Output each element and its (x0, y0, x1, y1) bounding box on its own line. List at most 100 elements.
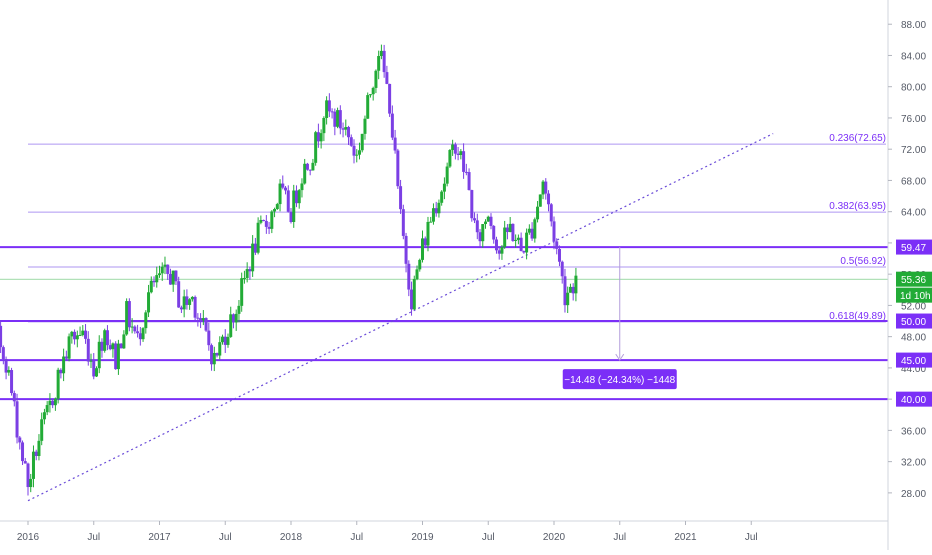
candle (333, 108, 337, 136)
candle (549, 203, 553, 227)
candle (322, 116, 326, 142)
candle-body (31, 451, 35, 479)
candle (505, 224, 509, 240)
candle-body (190, 296, 194, 300)
candle-body (492, 225, 496, 240)
candle-body (229, 314, 233, 337)
candle-body (48, 400, 52, 406)
candle (78, 326, 82, 337)
candle-body (174, 270, 178, 282)
candle-body (94, 368, 98, 377)
candle-body (560, 261, 564, 277)
candle (53, 397, 57, 411)
candle-body (210, 345, 214, 365)
candle (273, 207, 277, 218)
candle-body (541, 181, 545, 195)
candle (494, 236, 498, 254)
candle (75, 330, 79, 348)
candle (336, 107, 340, 129)
candle-body (7, 370, 11, 373)
candle (544, 178, 548, 200)
candle (344, 119, 348, 136)
candle-body (78, 334, 82, 336)
candle-body (516, 237, 520, 240)
candle (136, 324, 140, 338)
candle (207, 322, 211, 351)
candle (23, 457, 27, 464)
candle (193, 295, 197, 321)
candle (163, 256, 167, 275)
candle (442, 177, 446, 200)
candle (130, 318, 134, 334)
fib-level-label: 0.5(56.92) (840, 256, 886, 267)
candle-body (549, 204, 553, 222)
candle (385, 65, 389, 85)
candle-body (500, 247, 504, 254)
candle (15, 393, 19, 444)
candle (179, 305, 183, 313)
candle (497, 246, 501, 260)
candle-body (147, 292, 151, 313)
candle-body (494, 239, 498, 251)
price-tick-label: 80.00 (901, 83, 926, 94)
candle-body (563, 276, 567, 306)
candle (410, 281, 414, 316)
candle-body (168, 273, 172, 285)
candle (201, 310, 205, 326)
candle-body (196, 317, 200, 319)
candle (204, 317, 208, 332)
candle (440, 190, 444, 206)
candle (292, 184, 296, 228)
countdown-label: 1d 10h (900, 291, 931, 302)
level-price-tag (896, 391, 932, 407)
candle (467, 168, 471, 191)
candle-body (336, 110, 340, 127)
candle-body (475, 220, 479, 233)
candle-body (566, 292, 570, 306)
candle (86, 331, 90, 366)
candle-body (333, 111, 337, 127)
price-tick-label: 28.00 (901, 489, 926, 500)
candle (525, 228, 529, 260)
candle-body (278, 183, 282, 205)
candle (437, 199, 441, 218)
candle-body (412, 279, 416, 310)
candle (237, 300, 241, 323)
candle (215, 352, 219, 358)
candle-body (319, 133, 323, 142)
candle (210, 343, 214, 371)
candle (119, 343, 123, 349)
candle (256, 217, 260, 255)
candle-body (204, 318, 208, 331)
candle-body (1, 347, 5, 359)
candle (26, 462, 30, 496)
time-tick-label: Jul (219, 532, 232, 543)
candle-body (330, 111, 334, 113)
candle-body (122, 334, 126, 349)
candle (40, 412, 44, 446)
candle-body (166, 264, 170, 274)
candle-body (511, 223, 515, 241)
candle-body (130, 326, 134, 328)
candle (127, 298, 131, 332)
candle-body (300, 183, 304, 191)
candle-body (152, 280, 156, 283)
candle (473, 212, 477, 224)
candle-body (470, 190, 474, 219)
candle-body (379, 50, 383, 57)
candle (379, 44, 383, 60)
candle-body (360, 133, 364, 151)
candle (347, 125, 351, 145)
candle (407, 260, 411, 297)
candle (108, 339, 112, 351)
candle-body (45, 405, 49, 413)
candle (18, 436, 22, 450)
candle-body (294, 190, 298, 204)
measure-label-box (562, 369, 677, 390)
candle (141, 327, 145, 342)
candle (459, 149, 463, 160)
candle (349, 134, 353, 147)
candle (242, 270, 246, 284)
